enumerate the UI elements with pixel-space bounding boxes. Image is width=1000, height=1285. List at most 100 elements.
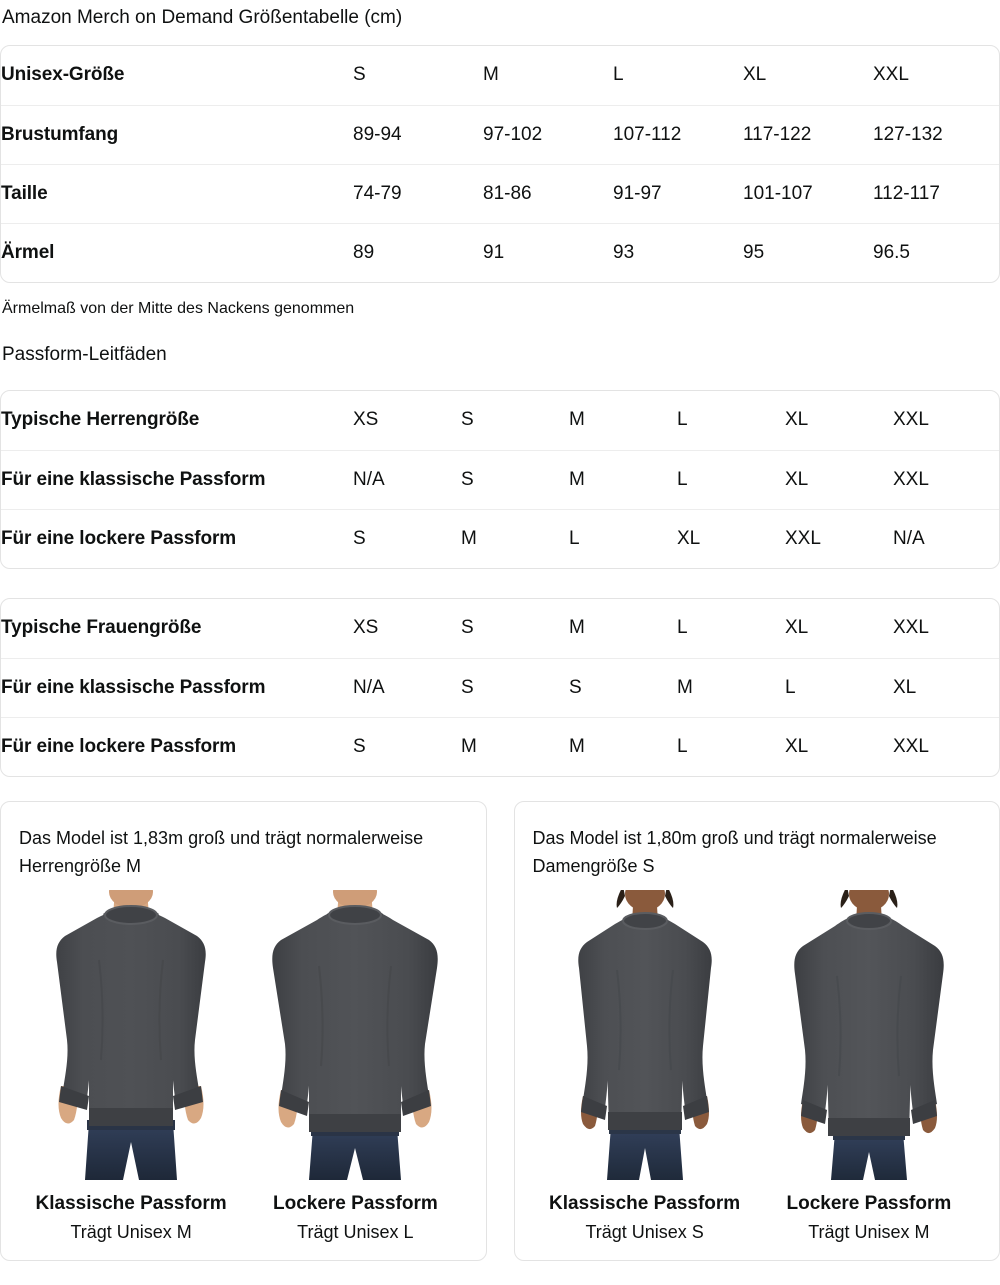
cell: XXL — [893, 617, 929, 639]
fit-label: Lockere Passform — [786, 1193, 952, 1214]
cell: 107-112 — [611, 104, 741, 164]
female-relaxed-fit-figure — [769, 890, 969, 1180]
fit-label: Klassische Passform — [35, 1193, 227, 1214]
cell: M — [567, 716, 675, 776]
cell: M — [569, 409, 585, 431]
cell: L — [783, 657, 891, 717]
table-row: Ärmel 89 91 93 95 96.5 — [1, 222, 999, 282]
cell: L — [677, 409, 688, 431]
cell: L — [675, 716, 783, 776]
cell: M — [483, 64, 499, 86]
cell: M — [569, 617, 585, 639]
table-row: Für eine lockere Passform S M M L XL XXL — [1, 716, 999, 776]
caption-classic-fit: Klassische Passform Trägt Unisex M — [19, 1190, 243, 1246]
table-row: Für eine lockere Passform S M L XL XXL N… — [1, 508, 999, 568]
cell: L — [613, 64, 624, 86]
cell: S — [567, 657, 675, 717]
table-row: Typische Herrengröße XS S M L XL XXL — [1, 391, 999, 450]
womens-fit-guide-grid: Typische Frauengröße XS S M L XL XXL Für… — [1, 599, 999, 776]
row-label: Taille — [1, 163, 351, 223]
table-row: Brustumfang 89-94 97-102 107-112 117-122… — [1, 104, 999, 164]
cell: S — [351, 716, 459, 776]
unisex-size-table-grid: Unisex-Größe S M L XL XXL Brustumfang 89… — [1, 46, 999, 282]
mens-fit-guide-grid: Typische Herrengröße XS S M L XL XXL Für… — [1, 391, 999, 568]
cell: S — [459, 657, 567, 717]
wears-size: Trägt Unisex M — [808, 1222, 930, 1242]
male-model-figures — [19, 890, 468, 1180]
cell: 91-97 — [611, 163, 741, 223]
caption-relaxed-fit: Lockere Passform Trägt Unisex M — [757, 1190, 981, 1246]
cell: 127-132 — [871, 104, 999, 164]
row-label: Für eine klassische Passform — [1, 657, 351, 717]
fit-guides-title: Passform-Leitfäden — [2, 344, 167, 365]
row-label: Für eine lockere Passform — [1, 508, 351, 568]
cell: XL — [783, 716, 891, 776]
cell: XL — [783, 449, 891, 509]
female-figure-captions: Klassische Passform Trägt Unisex S Locke… — [533, 1180, 982, 1246]
page-title: Amazon Merch on Demand Größentabelle (cm… — [2, 7, 403, 28]
cell: 91 — [481, 222, 611, 282]
cell: XXL — [891, 716, 999, 776]
wears-size: Trägt Unisex L — [297, 1222, 414, 1242]
row-label: Ärmel — [1, 222, 351, 282]
row-label: Für eine lockere Passform — [1, 716, 351, 776]
mens-fit-guide-table: Typische Herrengröße XS S M L XL XXL Für… — [0, 390, 1000, 569]
male-model-description: Das Model ist 1,83m groß und trägt norma… — [19, 828, 424, 876]
sleeve-measure-note: Ärmelmaß von der Mitte des Nackens genom… — [2, 300, 355, 317]
wears-size: Trägt Unisex M — [70, 1222, 192, 1242]
cell: 74-79 — [351, 163, 481, 223]
caption-classic-fit: Klassische Passform Trägt Unisex S — [533, 1190, 757, 1246]
cell: M — [675, 657, 783, 717]
cell: N/A — [351, 657, 459, 717]
womens-fit-guide-table: Typische Frauengröße XS S M L XL XXL Für… — [0, 598, 1000, 777]
cell: 95 — [741, 222, 871, 282]
female-model-description: Das Model ist 1,80m groß und trägt norma… — [532, 828, 937, 876]
cell: S — [459, 449, 567, 509]
unisex-size-table: Unisex-Größe S M L XL XXL Brustumfang 89… — [0, 45, 1000, 283]
table-row: Unisex-Größe S M L XL XXL — [1, 46, 999, 105]
cell: M — [567, 449, 675, 509]
cell: S — [351, 508, 459, 568]
cell: XXL — [783, 508, 891, 568]
row-label: Für eine klassische Passform — [1, 449, 351, 509]
cell: XL — [743, 64, 767, 86]
cell: XS — [353, 409, 379, 431]
cell: L — [567, 508, 675, 568]
female-model-card: Das Model ist 1,80m groß und trägt norma… — [513, 801, 1000, 1261]
male-model-card: Das Model ist 1,83m groß und trägt norma… — [0, 801, 487, 1261]
row-label: Brustumfang — [1, 104, 351, 164]
cell: XL — [891, 657, 999, 717]
cell: 89-94 — [351, 104, 481, 164]
cell: XL — [785, 409, 809, 431]
cell: 89 — [351, 222, 481, 282]
fit-label: Lockere Passform — [273, 1193, 438, 1214]
cell: 93 — [611, 222, 741, 282]
cell: 81-86 — [481, 163, 611, 223]
female-model-figures — [533, 890, 982, 1180]
cell: 112-117 — [871, 163, 999, 223]
table-row: Typische Frauengröße XS S M L XL XXL — [1, 599, 999, 658]
cell: XL — [785, 617, 809, 639]
cell: M — [459, 716, 567, 776]
cell: XXL — [893, 409, 929, 431]
cell: L — [677, 617, 688, 639]
cell: N/A — [351, 449, 459, 509]
cell: XL — [675, 508, 783, 568]
model-cards-row: Das Model ist 1,83m groß und trägt norma… — [0, 777, 1000, 1261]
male-figure-captions: Klassische Passform Trägt Unisex M Locke… — [19, 1180, 468, 1246]
male-classic-fit-figure — [31, 890, 231, 1180]
table-row: Für eine klassische Passform N/A S M L X… — [1, 449, 999, 509]
table-row: Für eine klassische Passform N/A S S M L… — [1, 657, 999, 717]
cell: N/A — [891, 508, 999, 568]
fit-label: Klassische Passform — [549, 1193, 741, 1214]
cell: S — [353, 64, 366, 86]
row-label: Typische Herrengröße — [1, 409, 200, 431]
wears-size: Trägt Unisex S — [585, 1222, 704, 1242]
female-classic-fit-figure — [545, 890, 745, 1180]
cell: 96.5 — [871, 222, 999, 282]
caption-relaxed-fit: Lockere Passform Trägt Unisex L — [243, 1190, 467, 1246]
cell: XXL — [873, 64, 909, 86]
row-label: Unisex-Größe — [1, 64, 125, 86]
cell: L — [675, 449, 783, 509]
